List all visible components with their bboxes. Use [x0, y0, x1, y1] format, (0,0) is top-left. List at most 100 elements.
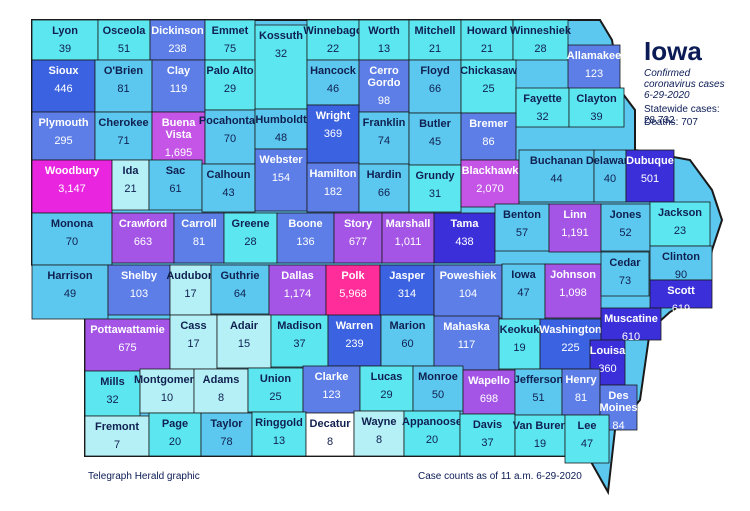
county-shape[interactable]	[94, 111, 153, 161]
county-cherokee[interactable]: Cherokee 71	[94, 111, 153, 161]
county-shape[interactable]	[381, 212, 435, 264]
county-davis[interactable]: Davis 37	[459, 413, 516, 457]
county-lyon[interactable]: Lyon 39	[31, 19, 99, 61]
county-guthrie[interactable]: Guthrie 64	[210, 264, 270, 315]
county-shape[interactable]	[306, 59, 360, 106]
county-hancock[interactable]: Hancock 46	[306, 59, 360, 106]
county-taylor[interactable]: Taylor 78	[200, 412, 253, 457]
county-shape[interactable]	[567, 44, 621, 93]
county-shape[interactable]	[31, 59, 96, 113]
county-madison[interactable]: Madison 37	[270, 314, 329, 368]
county-buchanan[interactable]: Buchanan 44	[518, 149, 595, 203]
county-shape[interactable]	[151, 59, 206, 113]
county-shape[interactable]	[408, 164, 462, 213]
county-franklin[interactable]: Franklin 74	[358, 111, 410, 165]
county-mahaska[interactable]: Mahaska 117	[433, 315, 500, 371]
county-shape[interactable]	[379, 264, 435, 318]
county-shape[interactable]	[148, 159, 203, 211]
county-blackhawk[interactable]: Blackhawk 2,070	[460, 159, 520, 208]
county-webster[interactable]: Webster 154	[254, 148, 308, 212]
county-allamakee[interactable]: Allamakee 123	[567, 44, 621, 93]
county-shape[interactable]	[433, 212, 496, 264]
county-wright[interactable]: Wright 369	[306, 104, 360, 164]
county-plymouth[interactable]: Plymouth 295	[31, 111, 96, 161]
county-monona[interactable]: Monona 70	[31, 212, 113, 266]
county-shape[interactable]	[200, 412, 253, 457]
county-linn[interactable]: Linn 1,191	[548, 203, 602, 253]
county-palo-alto[interactable]: Palo Alto 29	[204, 59, 256, 111]
county-shape[interactable]	[151, 111, 206, 165]
county-adair[interactable]: Adair 15	[216, 314, 272, 369]
county-muscatine[interactable]: Muscatine 610	[600, 307, 662, 343]
county-shape[interactable]	[210, 264, 270, 315]
county-warren[interactable]: Warren 239	[327, 314, 382, 367]
county-shape[interactable]	[84, 370, 141, 417]
county-shape[interactable]	[564, 414, 610, 464]
county-chickasaw[interactable]: Chickasaw 25	[460, 59, 517, 114]
county-audubon[interactable]: Audubon 17	[166, 264, 215, 316]
county-shape[interactable]	[625, 149, 675, 203]
county-o-brien[interactable]: O'Brien 81	[94, 59, 153, 113]
county-shape[interactable]	[501, 263, 546, 320]
county-shelby[interactable]: Shelby 103	[107, 264, 171, 316]
county-butler[interactable]: Butler 45	[408, 112, 462, 166]
county-shape[interactable]	[204, 59, 256, 111]
county-crawford[interactable]: Crawford 663	[111, 212, 175, 264]
county-shape[interactable]	[306, 162, 360, 213]
county-shape[interactable]	[408, 59, 462, 114]
county-shape[interactable]	[173, 212, 225, 264]
county-fremont[interactable]: Fremont 7	[84, 415, 150, 457]
county-shape[interactable]	[514, 414, 566, 457]
county-marion[interactable]: Marion 60	[380, 314, 435, 367]
county-carroll[interactable]: Carroll 81	[173, 212, 225, 264]
county-van-buren[interactable]: Van Buren 19	[513, 414, 568, 457]
county-grundy[interactable]: Grundy 31	[408, 164, 462, 213]
county-shape[interactable]	[460, 59, 517, 114]
county-shape[interactable]	[327, 314, 382, 367]
county-adams[interactable]: Adams 8	[193, 368, 249, 414]
county-shape[interactable]	[251, 411, 307, 457]
county-pocahontas[interactable]: Pocahontas 70	[199, 109, 261, 165]
county-shape[interactable]	[254, 148, 308, 212]
county-shape[interactable]	[433, 315, 500, 371]
county-decatur[interactable]: Decatur 8	[305, 412, 355, 457]
county-shape[interactable]	[270, 314, 329, 368]
county-shape[interactable]	[359, 365, 414, 412]
county-shape[interactable]	[412, 365, 464, 412]
county-story[interactable]: Story 677	[333, 212, 383, 264]
county-clay[interactable]: Clay 119	[151, 59, 206, 113]
county-wayne[interactable]: Wayne 8	[353, 410, 405, 457]
county-clarke[interactable]: Clarke 123	[302, 365, 361, 414]
county-woodbury[interactable]: Woodbury 3,147	[31, 159, 113, 214]
county-jefferson[interactable]: Jefferson 51	[514, 368, 564, 416]
county-keokuk[interactable]: Keokuk 19	[498, 318, 541, 370]
county-shape[interactable]	[305, 412, 355, 457]
county-cedar[interactable]: Cedar 73	[600, 251, 650, 297]
county-shape[interactable]	[216, 314, 272, 369]
county-tama[interactable]: Tama 438	[433, 212, 496, 264]
county-shape[interactable]	[84, 318, 171, 372]
county-bremer[interactable]: Bremer 86	[460, 112, 517, 161]
county-monroe[interactable]: Monroe 50	[412, 365, 464, 412]
county-dubuque[interactable]: Dubuque 501	[625, 149, 675, 203]
county-shape[interactable]	[358, 19, 410, 61]
county-lucas[interactable]: Lucas 29	[359, 365, 414, 412]
county-mitchell[interactable]: Mitchell 21	[408, 19, 462, 61]
county-humboldt[interactable]: Humboldt 48	[254, 108, 308, 150]
county-osceola[interactable]: Osceola 51	[97, 19, 151, 61]
county-shape[interactable]	[84, 415, 150, 457]
county-shape[interactable]	[548, 203, 602, 253]
county-shape[interactable]	[403, 410, 461, 457]
county-montgomery[interactable]: Montgomery 10	[134, 368, 201, 414]
county-greene[interactable]: Greene 28	[223, 212, 278, 264]
county-mills[interactable]: Mills 32	[84, 370, 141, 417]
county-sioux[interactable]: Sioux 446	[31, 59, 96, 113]
county-shape[interactable]	[31, 212, 113, 266]
county-fayette[interactable]: Fayette 32	[515, 87, 570, 128]
county-shape[interactable]	[302, 365, 361, 414]
county-shape[interactable]	[600, 307, 662, 341]
county-cass[interactable]: Cass 17	[169, 314, 218, 370]
county-shape[interactable]	[223, 212, 278, 264]
